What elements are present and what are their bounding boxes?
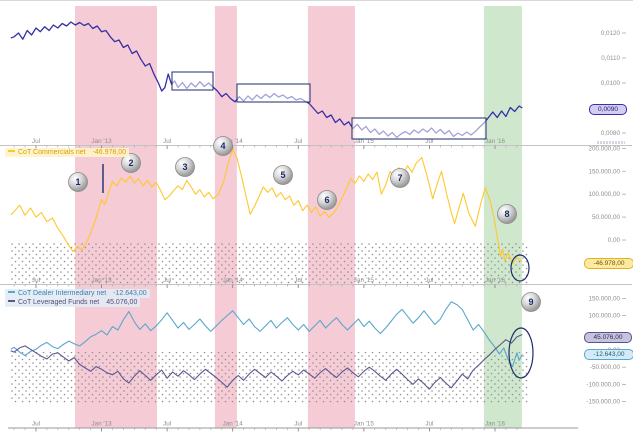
- x-axis-label: Jul: [163, 421, 171, 428]
- marker-number: 1: [75, 177, 80, 187]
- marker-sphere: [497, 204, 517, 224]
- numbered-marker-2[interactable]: 2: [121, 153, 141, 173]
- x-axis-label: Jul: [294, 421, 302, 428]
- negative-zone-dots: [10, 242, 529, 284]
- marker-sphere: [121, 153, 141, 173]
- marker-number: 6: [324, 195, 329, 205]
- x-axis-label: Jul: [163, 138, 171, 145]
- y-axis-label: 0,0110: [601, 55, 620, 62]
- leveraged-line: [10, 333, 523, 390]
- marker-sphere: [390, 168, 410, 188]
- marker-sphere: [317, 190, 337, 210]
- legend-leveraged-value: 45.076,00: [106, 299, 138, 306]
- axes: Jul Jan '13 Jul Jan '14 Jul Jan '15 Jul Jan '16…: [0, 30, 632, 432]
- marker-number: 3: [182, 162, 187, 172]
- marker-number: 2: [128, 158, 133, 168]
- x-axis-label: Jul: [294, 277, 302, 284]
- dotted-zones: [10, 242, 529, 404]
- numbered-markers[interactable]: 1 2 3 4 5 6 7 8 9: [68, 136, 541, 312]
- commercials-line: [10, 148, 523, 265]
- ellipse-annotation[interactable]: [508, 327, 534, 379]
- x-axis-label: Jan '15: [354, 421, 375, 428]
- x-axis-label: Jan '14: [223, 421, 244, 428]
- x-axis-label: Jan '14: [223, 277, 244, 284]
- marker-number: 7: [397, 173, 402, 183]
- legend-cot-dealer-intermediary[interactable]: CoT Dealer Intermediary net -12.643,00: [5, 289, 150, 298]
- consolidation-box-annotation[interactable]: [351, 117, 487, 140]
- x-axis-label: Jan '15: [354, 138, 375, 145]
- marker-number: 8: [504, 209, 509, 219]
- y-axis-label: -50.000,00: [590, 364, 621, 371]
- drawing-annotations[interactable]: [102, 71, 534, 379]
- dealer-last-value-badge: -12.643,00: [584, 349, 633, 360]
- dealer-line-swatch: [8, 291, 15, 293]
- y-axis-label: 100.000,00: [588, 191, 620, 198]
- x-axis-label: Jul: [32, 421, 40, 428]
- y-axis-label: 0,0100: [601, 80, 621, 87]
- x-axis-label: Jan '16: [485, 421, 506, 428]
- x-axis-label: Jul: [425, 138, 433, 145]
- legend-cot-leveraged-funds[interactable]: CoT Leveraged Funds net 45.076,00: [5, 298, 141, 307]
- legend-dealer-value: -12.643,00: [113, 290, 147, 297]
- consolidation-box-annotation[interactable]: [236, 83, 311, 103]
- y-axis-label: 50.000,00: [592, 214, 621, 221]
- ellipse-annotation[interactable]: [510, 254, 530, 282]
- dealer-line: [10, 301, 523, 368]
- y-axis-label: 0,0120: [601, 30, 621, 37]
- marker-sphere: [521, 292, 541, 312]
- numbered-marker-7[interactable]: 7: [390, 168, 410, 188]
- marker-sphere: [213, 136, 233, 156]
- marker-number: 4: [220, 141, 225, 151]
- micro-watermark: [597, 141, 625, 144]
- x-axis-label: Jan '15: [354, 277, 375, 284]
- x-axis-label: Jul: [425, 277, 433, 284]
- x-axis-label: Jan '13: [91, 277, 112, 284]
- legend-cot-commercials[interactable]: CoT Commercials net -46.978,00: [5, 148, 130, 157]
- commercials-last-value-badge: -46.978,00: [584, 258, 633, 269]
- leveraged-line-swatch: [8, 300, 15, 302]
- marker-number: 9: [528, 297, 533, 307]
- negative-zone-dots: [10, 352, 529, 404]
- marker-sphere: [68, 172, 88, 192]
- y-axis-label: -100.000,00: [586, 381, 620, 388]
- consolidation-box-annotation[interactable]: [171, 71, 214, 91]
- y-axis-label: 100.000,00: [588, 313, 620, 320]
- legend-leveraged-label: CoT Leveraged Funds net: [18, 299, 100, 306]
- legend-dealer-label: CoT Dealer Intermediary net: [18, 290, 107, 297]
- y-axis-label: 0,0080: [601, 130, 621, 137]
- leveraged-last-value-badge: 45.076,00: [584, 332, 632, 343]
- x-axis-label: Jan '13: [91, 421, 112, 428]
- numbered-marker-4[interactable]: 4: [213, 136, 233, 156]
- numbered-marker-5[interactable]: 5: [273, 165, 293, 185]
- x-axis-label: Jan '16: [485, 277, 506, 284]
- y-axis-label: 150.000,00: [588, 168, 620, 175]
- numbered-marker-8[interactable]: 8: [497, 204, 517, 224]
- x-axis-label: Jul: [425, 421, 433, 428]
- x-axis-label: Jan '14: [223, 138, 244, 145]
- legend-commercials-value: -46.978,00: [92, 149, 127, 156]
- x-axis-label: Jul: [32, 277, 40, 284]
- numbered-marker-1[interactable]: 1: [68, 172, 88, 192]
- numbered-marker-9[interactable]: 9: [521, 292, 541, 312]
- price-last-value-badge: 0,0090: [589, 104, 627, 115]
- x-axis-label: Jul: [163, 277, 171, 284]
- x-axis-label: Jul: [294, 138, 302, 145]
- marker-sphere: [273, 165, 293, 185]
- commercials-line-swatch: [8, 150, 15, 152]
- y-axis-label: 150.000,00: [588, 295, 620, 302]
- numbered-marker-6[interactable]: 6: [317, 190, 337, 210]
- x-axis-label: Jul: [32, 138, 40, 145]
- marker-sphere: [175, 157, 195, 177]
- numbered-marker-3[interactable]: 3: [175, 157, 195, 177]
- y-axis-label: -150.000,00: [586, 399, 620, 406]
- legend-commercials-label: CoT Commercials net: [18, 149, 86, 156]
- marker-number: 5: [280, 170, 285, 180]
- y-axis-label: 200.000,00: [588, 145, 620, 152]
- x-axis-label: Jan '13: [91, 138, 112, 145]
- x-axis-label: Jan '16: [485, 138, 506, 145]
- y-axis-label: 0,00: [608, 237, 621, 244]
